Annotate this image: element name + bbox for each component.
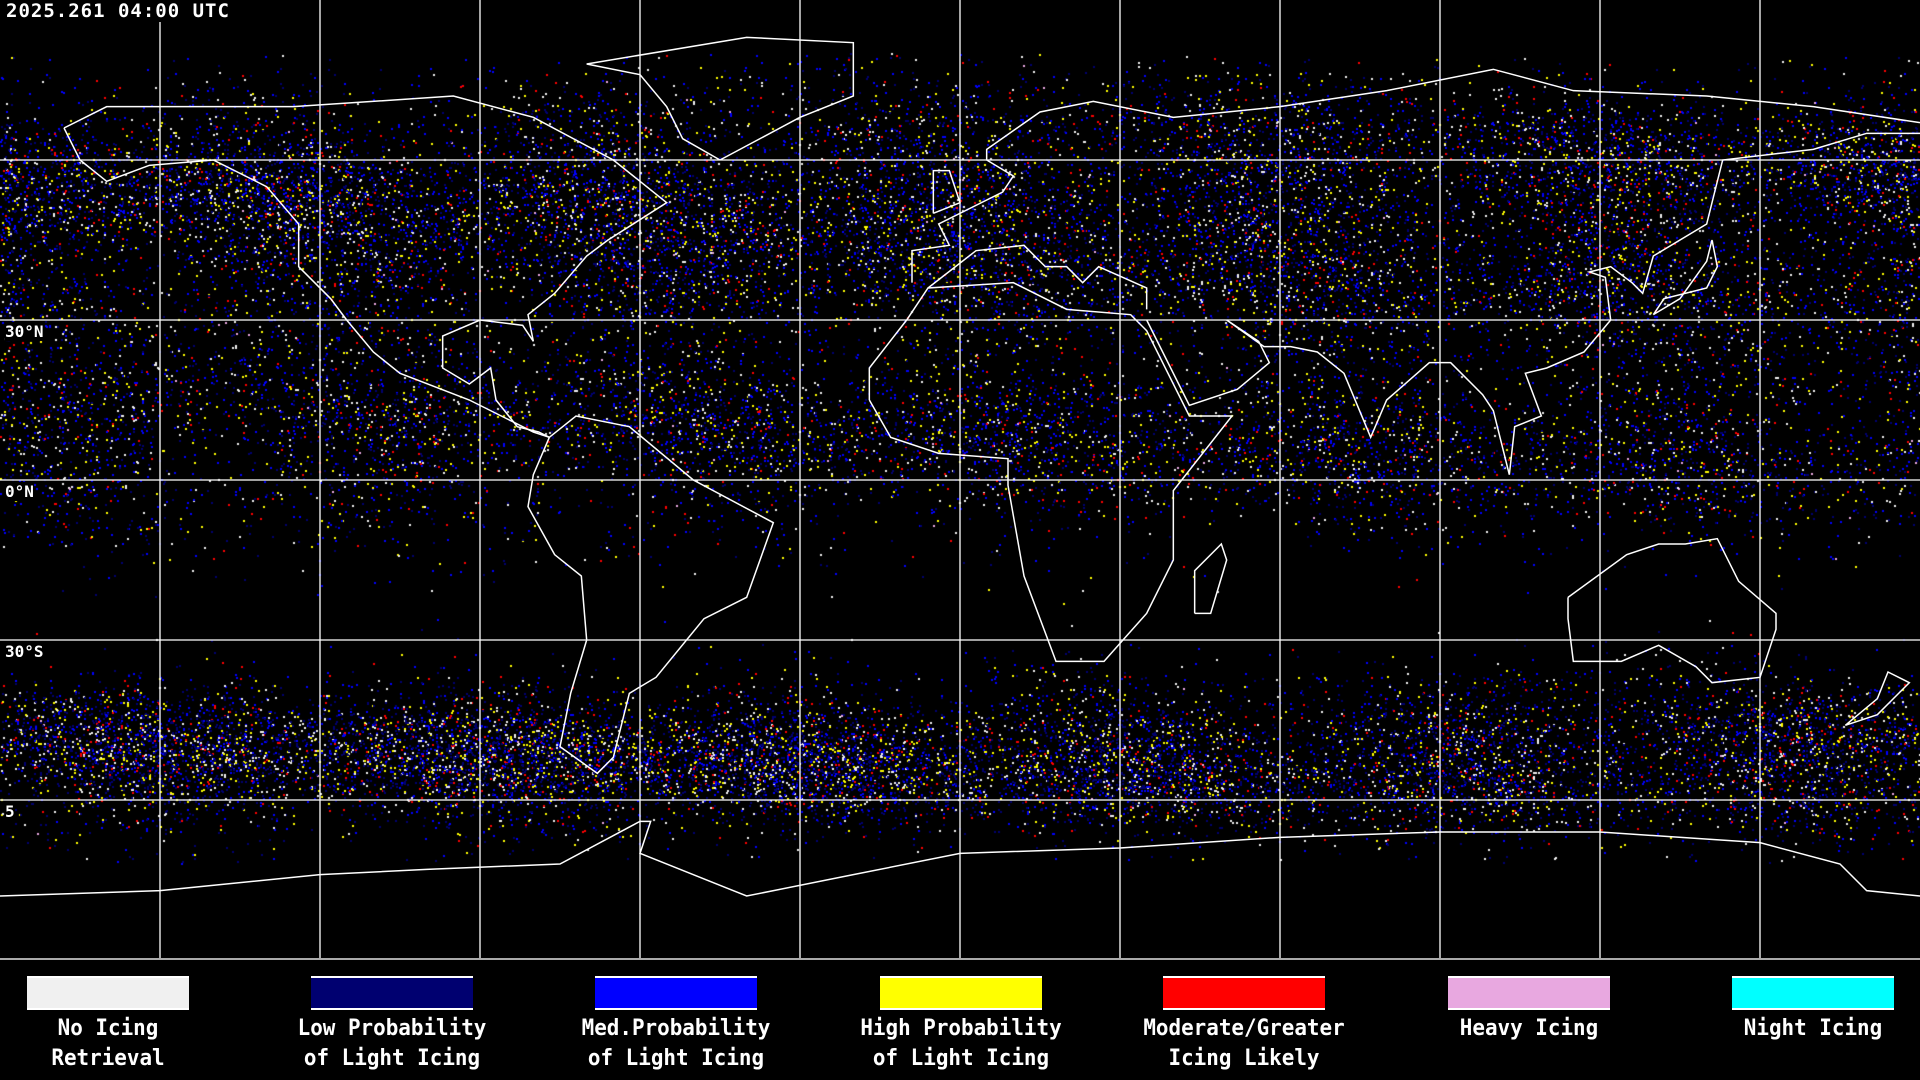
legend-label: Moderate/Greater xyxy=(1143,1016,1345,1041)
lat-label-60s: 5 xyxy=(5,802,15,821)
legend-no-icing: No Icing Retrieval xyxy=(0,976,238,1074)
lat-label-30n: 30°N xyxy=(5,322,44,341)
legend-night: Night Icing xyxy=(1683,976,1920,1044)
legend-high-prob: High Probability of Light Icing xyxy=(831,976,1091,1074)
coastline xyxy=(1145,132,1920,475)
legend-med-prob: Med.Probability of Light Icing xyxy=(546,976,806,1074)
lat-label-0: 0°N xyxy=(5,482,34,501)
coastline xyxy=(0,820,1920,897)
legend-low-prob: Low Probability of Light Icing xyxy=(262,976,522,1074)
legend-swatch xyxy=(1163,976,1325,1010)
legend-label: of Light Icing xyxy=(303,1046,481,1071)
coastline xyxy=(1652,239,1719,316)
coastline xyxy=(927,244,1148,310)
legend-heavy: Heavy Icing xyxy=(1399,976,1659,1044)
legend-label: Med.Probability xyxy=(581,1016,771,1041)
lat-label-30s: 30°S xyxy=(5,642,44,661)
legend-swatch xyxy=(311,976,473,1010)
coastline xyxy=(586,36,855,161)
legend-swatch xyxy=(595,976,757,1010)
coastline xyxy=(1844,670,1911,727)
legend-label: High Probability xyxy=(860,1016,1062,1041)
timestamp: 2025.261 04:00 UTC xyxy=(4,0,232,22)
legend-moderate: Moderate/Greater Icing Likely xyxy=(1114,976,1374,1074)
coastline xyxy=(63,127,550,439)
coastline-grid-layer xyxy=(0,0,1920,958)
legend-swatch xyxy=(880,976,1042,1010)
legend-label: Retrieval xyxy=(51,1046,165,1071)
icing-map: 2025.261 04:00 UTC 30°N 0°N 30°S 5 xyxy=(0,0,1920,960)
legend-label: Low Probability xyxy=(297,1016,487,1041)
coastline xyxy=(911,68,1920,283)
legend-swatch xyxy=(27,976,189,1010)
coastline xyxy=(932,169,961,215)
coastline xyxy=(868,281,1234,663)
coastline xyxy=(1567,537,1777,684)
legend-label: No Icing xyxy=(57,1016,159,1041)
legend-swatch xyxy=(1732,976,1894,1010)
legend-label: Heavy Icing xyxy=(1459,1016,1599,1041)
legend-label: of Light Icing xyxy=(587,1046,765,1071)
legend-label: of Light Icing xyxy=(872,1046,1050,1071)
coastline xyxy=(63,95,775,775)
legend-label: Icing Likely xyxy=(1168,1046,1320,1071)
legend-swatch xyxy=(1448,976,1610,1010)
coastline xyxy=(1193,542,1228,615)
legend-label: Night Icing xyxy=(1743,1016,1883,1041)
legend: No Icing Retrieval Low Probability of Li… xyxy=(0,962,1920,1080)
